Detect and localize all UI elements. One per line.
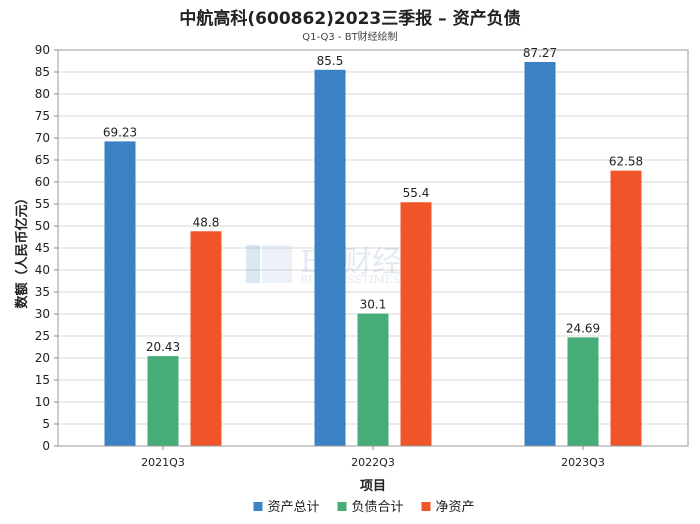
axes: 0 5 10 15 20 25 30 35 40 45 50 55 60 65 70 75 80 85 90 2021… — [35, 43, 689, 469]
bar-负债合计-2022Q3 — [357, 313, 389, 446]
bar-资产总计-2022Q3 — [314, 69, 346, 447]
data-label: 30.1 — [360, 298, 387, 312]
data-label: 55.4 — [403, 186, 430, 200]
y-tick-label: 60 — [35, 175, 50, 189]
y-tick-label: 10 — [35, 395, 50, 409]
y-tick-label: 70 — [35, 131, 50, 145]
bar-净资产-2021Q3 — [190, 231, 222, 446]
y-tick-label: 40 — [35, 263, 50, 277]
x-tick-label: 2023Q3 — [561, 456, 605, 469]
y-tick-label: 65 — [35, 153, 50, 167]
data-label: 24.69 — [566, 321, 600, 335]
x-tick-label: 2022Q3 — [351, 456, 395, 469]
data-label: 62.58 — [609, 155, 643, 169]
bar-资产总计-2023Q3 — [524, 62, 556, 447]
y-tick-label: 30 — [35, 307, 50, 321]
bar-资产总计-2021Q3 — [104, 141, 136, 446]
chart-title: 中航高科(600862)2023三季报 – 资产负债 — [179, 9, 521, 29]
y-tick-label: 80 — [35, 87, 50, 101]
y-tick-label: 55 — [35, 197, 50, 211]
y-tick-label: 20 — [35, 351, 50, 365]
data-label: 69.23 — [103, 125, 137, 139]
y-tick-label: 50 — [35, 219, 50, 233]
data-label: 20.43 — [146, 340, 180, 354]
data-label: 87.27 — [523, 46, 557, 60]
legend-item-label: 净资产 — [436, 500, 475, 515]
watermark-logo-block-1 — [246, 245, 260, 283]
y-tick-label: 15 — [35, 373, 50, 387]
y-tick-label: 45 — [35, 241, 50, 255]
legend-swatch — [421, 502, 431, 511]
chart-subtitle: Q1-Q3 - BT财经绘制 — [302, 32, 398, 43]
bar-负债合计-2021Q3 — [147, 356, 179, 446]
data-label: 85.5 — [317, 54, 344, 68]
bar-净资产-2022Q3 — [400, 202, 432, 446]
legend-swatch — [337, 502, 347, 511]
y-tick-label: 75 — [35, 109, 50, 123]
y-tick-label: 5 — [42, 417, 50, 431]
bar-负债合计-2023Q3 — [567, 337, 599, 446]
data-label: 48.8 — [193, 215, 220, 229]
y-tick-label: 85 — [35, 65, 50, 79]
legend-item-label: 资产总计 — [268, 500, 320, 515]
bars: 69.23 20.43 48.8 85.5 30.1 55.4 87.27 24.69 62.5… — [103, 46, 643, 447]
legend-swatch — [253, 502, 263, 511]
y-axis-title: 数额（人民币亿元） — [14, 191, 30, 308]
y-tick-label: 25 — [35, 329, 50, 343]
x-axis-title: 项目 — [360, 479, 386, 494]
bar-净资产-2023Q3 — [610, 170, 642, 446]
x-tick-label: 2021Q3 — [141, 456, 185, 469]
watermark-logo-block-2 — [262, 245, 292, 283]
y-tick-label: 0 — [42, 439, 50, 453]
legend-item-label: 负债合计 — [352, 500, 404, 515]
y-tick-label: 35 — [35, 285, 50, 299]
legend: 资产总计 负债合计 净资产 — [253, 500, 475, 515]
y-tick-label: 90 — [35, 43, 50, 57]
